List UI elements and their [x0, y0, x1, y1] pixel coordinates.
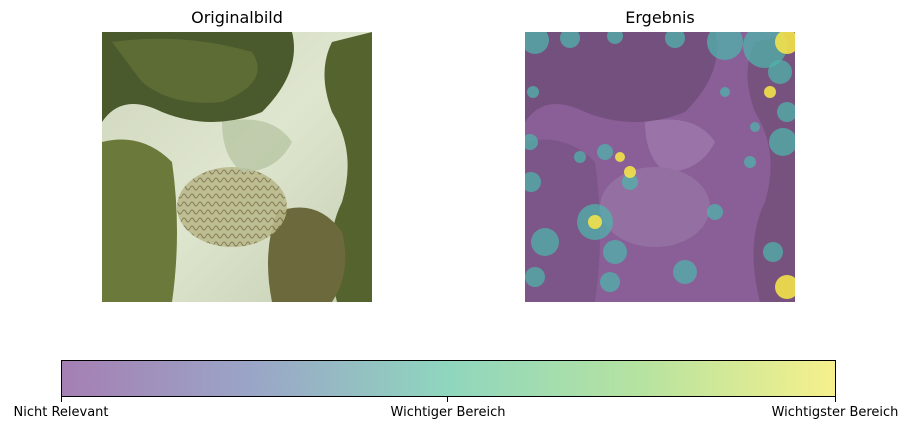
heatmap-spot [775, 32, 795, 54]
heatmap-spot [531, 228, 559, 256]
heatmap-spot [588, 215, 602, 229]
heatmap-spot [707, 204, 723, 220]
heatmap-spot [673, 260, 697, 284]
heatmap-spot [775, 275, 795, 299]
colorbar-tick-low [61, 397, 62, 402]
heatmap-spot [707, 32, 743, 60]
colorbar-tick-mid [447, 397, 448, 402]
heatmap-spot [525, 32, 549, 54]
heatmap-spot [622, 174, 638, 190]
original-image [102, 32, 372, 302]
heatmap-spot [597, 144, 613, 160]
heatmap-spot [744, 156, 756, 168]
heatmap-spot [525, 134, 538, 150]
colorbar-label-high: Wichtigster Bereich [771, 405, 899, 420]
heatmap-spot [777, 102, 795, 122]
heatmap-spot [527, 86, 539, 98]
original-image-title: Originalbild [191, 8, 283, 27]
heatmap-spot [525, 267, 545, 287]
heatmap-spot [750, 122, 760, 132]
result-image-title: Ergebnis [625, 8, 695, 27]
result-heatmap [525, 32, 795, 302]
heatmap-spot [525, 172, 541, 192]
heatmap-spot [574, 151, 586, 163]
heatmap-spot [603, 240, 627, 264]
colorbar-label-low: Nicht Relevant [13, 405, 109, 420]
heatmap-spot [624, 166, 636, 178]
heatmap-spot [763, 242, 783, 262]
heatmap-spot [769, 128, 795, 156]
heatmap-spot [615, 152, 625, 162]
colorbar [61, 360, 836, 397]
heatmap-spot [665, 32, 685, 48]
colorbar-label-mid: Wichtiger Bereich [390, 405, 506, 420]
heatmap-spot [560, 32, 580, 48]
heatmap-spot [720, 87, 730, 97]
colorbar-tick-high [835, 397, 836, 402]
heatmap-spot [768, 60, 792, 84]
heatmap-spot [607, 32, 623, 44]
heatmap-spot [764, 86, 776, 98]
heatmap-spot [600, 272, 620, 292]
